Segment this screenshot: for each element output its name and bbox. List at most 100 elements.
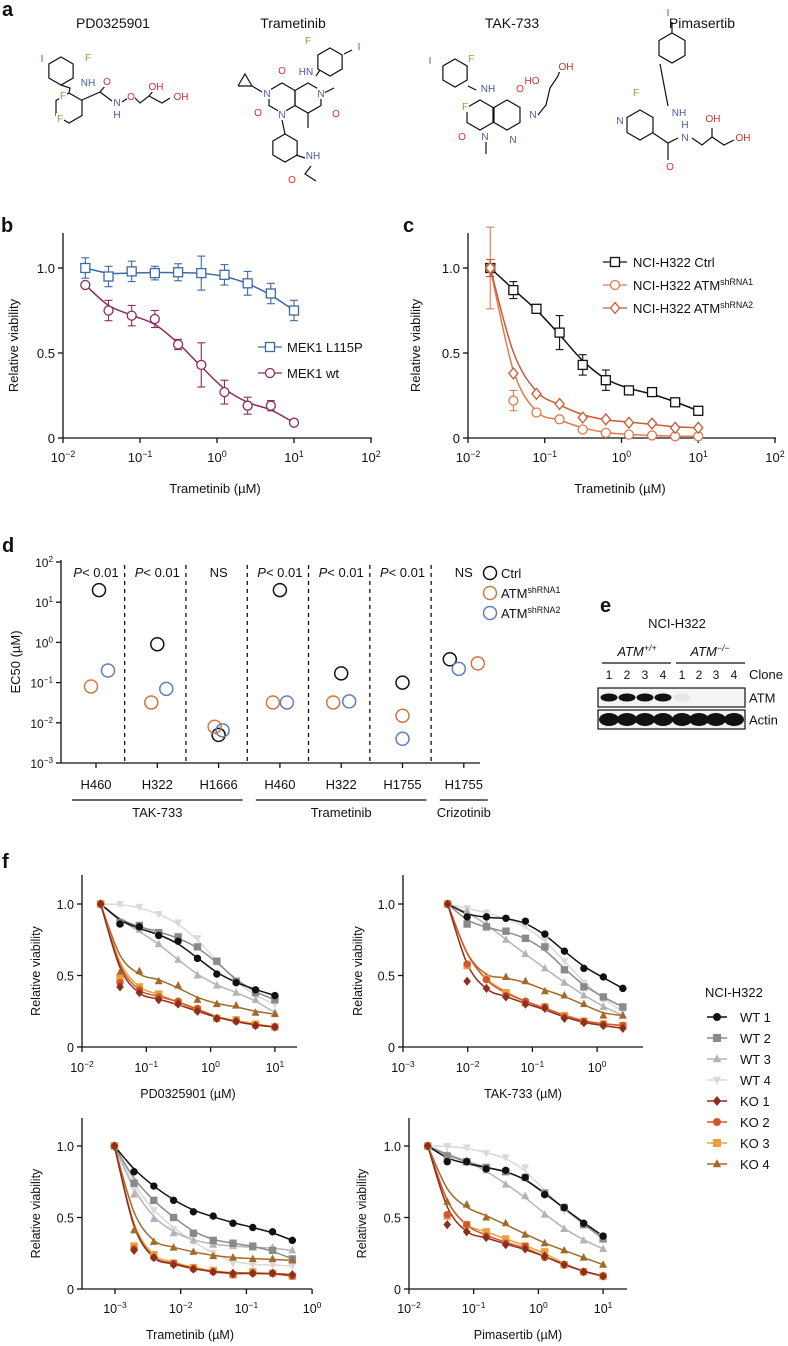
data-point (462, 1227, 471, 1237)
x-tick-label-superscript: −1 (535, 1059, 545, 1069)
data-point (130, 1245, 138, 1255)
data-point (463, 1158, 471, 1166)
ec50-point (442, 652, 458, 667)
bond (281, 119, 286, 135)
x-tick-label: 10−1 (235, 1300, 259, 1316)
data-point (521, 999, 530, 1009)
data-point (502, 992, 510, 1002)
data-point (560, 966, 569, 974)
data-point (189, 1235, 198, 1244)
x-tick-label-superscript: −1 (148, 1059, 158, 1069)
data-point (501, 1218, 510, 1227)
legend-marker (712, 1076, 722, 1085)
x-tick-label-superscript: 1 (608, 1300, 613, 1310)
y-tick-label: 0 (67, 1283, 74, 1297)
data-point (249, 1242, 257, 1250)
fit-curve-wt-3 (447, 903, 624, 1017)
x-tick-label-superscript: −1 (142, 449, 152, 459)
atom-label: NH (672, 108, 686, 119)
data-point (209, 1236, 217, 1245)
atom-label: N (278, 110, 285, 121)
data-point (126, 266, 137, 277)
protein-band (706, 713, 726, 726)
data-point (579, 999, 588, 1008)
atom-label: F (468, 54, 474, 65)
data-point (135, 923, 144, 931)
data-point (154, 976, 163, 985)
x-tick-label-superscript: −1 (547, 449, 557, 459)
x-tick-label: 102 (765, 449, 784, 465)
panel-label-c: c (403, 215, 414, 237)
p-symbol: P (73, 565, 82, 580)
data-point (540, 1190, 549, 1199)
atom-bg (278, 65, 286, 76)
data-point (531, 407, 542, 418)
data-point (554, 327, 565, 338)
data-point (193, 1006, 202, 1016)
atom-label: O (516, 84, 524, 95)
legend-label: ATMshRNA1 (501, 585, 560, 601)
x-tick-label-base: 10 (612, 450, 626, 465)
atom-bg (173, 91, 189, 102)
x-axis-label: Pimasertib (µM) (474, 1328, 562, 1342)
fit-curve-wt-3 (100, 903, 276, 1014)
data-point (579, 991, 588, 999)
ring-bond (493, 99, 521, 131)
legend-label: NCI-H322 Ctrl (633, 255, 715, 270)
atom-bg (735, 132, 751, 143)
data-point (560, 978, 569, 986)
legend-label-superscript: shRNA2 (527, 605, 560, 615)
x-tick-label-superscript: −2 (183, 1300, 193, 1310)
data-point (209, 1267, 218, 1277)
ec50-point (272, 582, 288, 598)
data-point (482, 983, 491, 993)
genotype-label: ATM+/+ (616, 643, 656, 659)
data-point (229, 1260, 237, 1268)
y-tick-label: 1.0 (378, 898, 395, 912)
y-tick-label: 0.5 (378, 970, 395, 984)
data-point (693, 405, 704, 416)
x-tick-label: 10−1 (532, 449, 557, 465)
atom-bg (426, 55, 434, 66)
data-point (577, 359, 588, 371)
y-tick-label-superscript: −3 (44, 756, 54, 765)
fit-curve-wt-1 (100, 903, 276, 997)
atom-bg (38, 53, 46, 64)
legend-label-base: ATM (501, 606, 527, 621)
data-point (502, 927, 510, 935)
ring-bond (317, 47, 343, 77)
fit-curve-ko-1 (427, 1145, 604, 1277)
data-point (149, 1207, 158, 1215)
y-tick-label-base: 10 (35, 596, 49, 610)
ec50-point (341, 694, 357, 709)
ec50-point (395, 708, 410, 723)
atom-bg (481, 131, 489, 142)
data-point (600, 375, 611, 386)
data-point (619, 1003, 627, 1011)
bond (148, 95, 171, 104)
ec50-point (279, 695, 295, 710)
data-point (251, 1008, 260, 1016)
legend-marker (609, 279, 621, 291)
legend-label: KO 2 (740, 1115, 770, 1130)
x-tick-label: 10−2 (51, 449, 76, 465)
x-tick-label-base: 10 (51, 450, 65, 465)
atom-bg (317, 88, 325, 99)
data-point (462, 1200, 471, 1208)
atom-bg (616, 115, 624, 126)
ec50-point (395, 731, 410, 747)
fit-curve-wt-4 (100, 903, 276, 1005)
data-point (623, 416, 635, 430)
data-point (242, 400, 253, 411)
ec50-point (211, 727, 226, 743)
atom-bg (127, 91, 135, 102)
y-tick-label: 0.5 (57, 970, 74, 984)
data-point (669, 421, 681, 435)
atom-label: NH (81, 78, 95, 89)
panel-label-f: f (2, 851, 9, 873)
significance-label: P< 0.01 (380, 565, 425, 580)
x-tick-label-base: 10 (70, 1061, 84, 1075)
